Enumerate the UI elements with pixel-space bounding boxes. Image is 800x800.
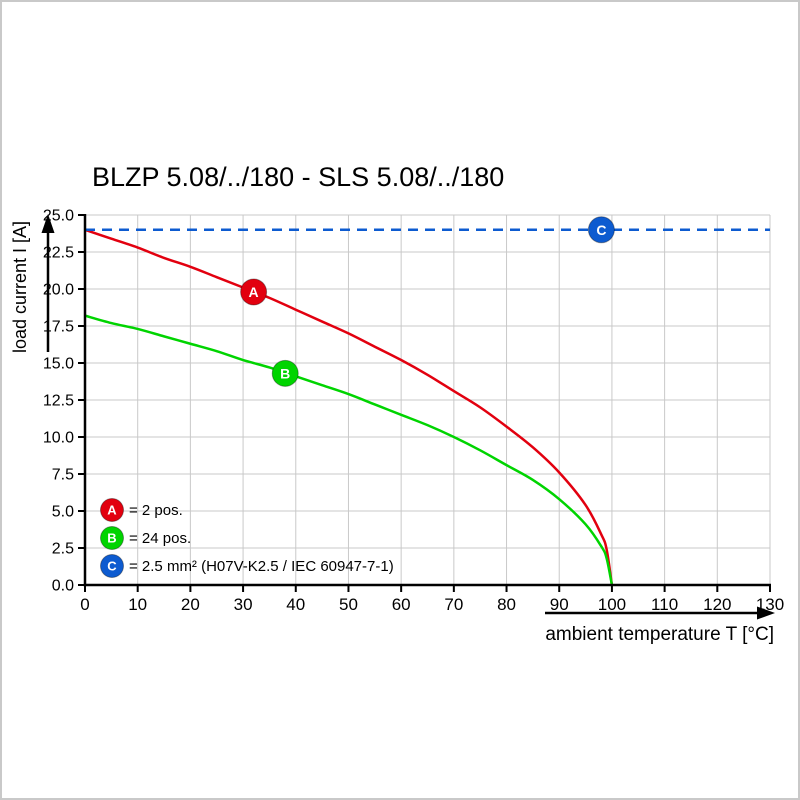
curve-marker-c bbox=[587, 216, 615, 244]
derating-curve-b bbox=[84, 314, 614, 586]
x-tick-label: 110 bbox=[651, 595, 678, 614]
x-axis-label: ambient temperature T [°C] bbox=[545, 624, 774, 645]
y-axis-arrow-head bbox=[41, 214, 55, 233]
curves-group bbox=[84, 228, 770, 586]
x-tick-label: 100 bbox=[598, 595, 626, 614]
x-tick-label: 70 bbox=[444, 595, 463, 614]
y-tick-label: 17.5 bbox=[43, 319, 74, 336]
y-tick-label: 15.0 bbox=[43, 356, 74, 373]
y-tick-label: 20.0 bbox=[43, 282, 74, 299]
chart-title: BLZP 5.08/../180 - SLS 5.08/../180 bbox=[92, 162, 504, 192]
x-tick-label: 120 bbox=[703, 595, 731, 614]
x-tick-label: 50 bbox=[339, 595, 358, 614]
legend-marker-letter-b: B bbox=[107, 531, 116, 546]
y-tick-label: 10.0 bbox=[43, 430, 74, 447]
legend-marker-c bbox=[100, 554, 124, 578]
x-tick-label: 40 bbox=[286, 595, 305, 614]
x-tick-label: 80 bbox=[497, 595, 516, 614]
legend-label-a: = 2 pos. bbox=[129, 502, 183, 519]
derating-curve-a bbox=[84, 228, 614, 586]
y-tick-label: 5.0 bbox=[52, 504, 74, 521]
curve-marker-letter-a: A bbox=[249, 284, 259, 300]
y-tick-label: 12.5 bbox=[43, 393, 74, 410]
legend-marker-letter-c: C bbox=[107, 559, 117, 574]
y-tick-label: 0.0 bbox=[52, 578, 74, 595]
curve-marker-letter-b: B bbox=[280, 365, 290, 381]
y-tick-label: 22.5 bbox=[43, 245, 74, 262]
curve-marker-a bbox=[240, 278, 268, 306]
x-tick-label: 90 bbox=[550, 595, 569, 614]
x-tick-label: 10 bbox=[128, 595, 147, 614]
x-tick-label: 20 bbox=[181, 595, 200, 614]
y-axis-label: load current I [A] bbox=[10, 221, 30, 353]
legend-marker-b bbox=[100, 526, 124, 550]
y-tick-label: 2.5 bbox=[52, 541, 74, 558]
legend-marker-a bbox=[100, 498, 124, 522]
x-tick-label: 30 bbox=[234, 595, 253, 614]
y-tick-label: 25.0 bbox=[43, 208, 74, 225]
legend-label-b: = 24 pos. bbox=[129, 530, 191, 547]
x-axis-arrow-head bbox=[757, 606, 775, 620]
curve-marker-letter-c: C bbox=[596, 222, 606, 238]
y-tick-label: 7.5 bbox=[52, 467, 74, 484]
x-tick-label: 60 bbox=[392, 595, 411, 614]
legend-label-c: = 2.5 mm² (H07V-K2.5 / IEC 60947-7-1) bbox=[129, 558, 394, 575]
legend-marker-letter-a: A bbox=[107, 503, 117, 518]
x-tick-label: 0 bbox=[80, 595, 89, 614]
curve-marker-b bbox=[271, 359, 299, 387]
plot-area: 0 10 20 30 40 50 60 70 80 90 100 110 120 1300.02.55.0… bbox=[41, 208, 784, 620]
